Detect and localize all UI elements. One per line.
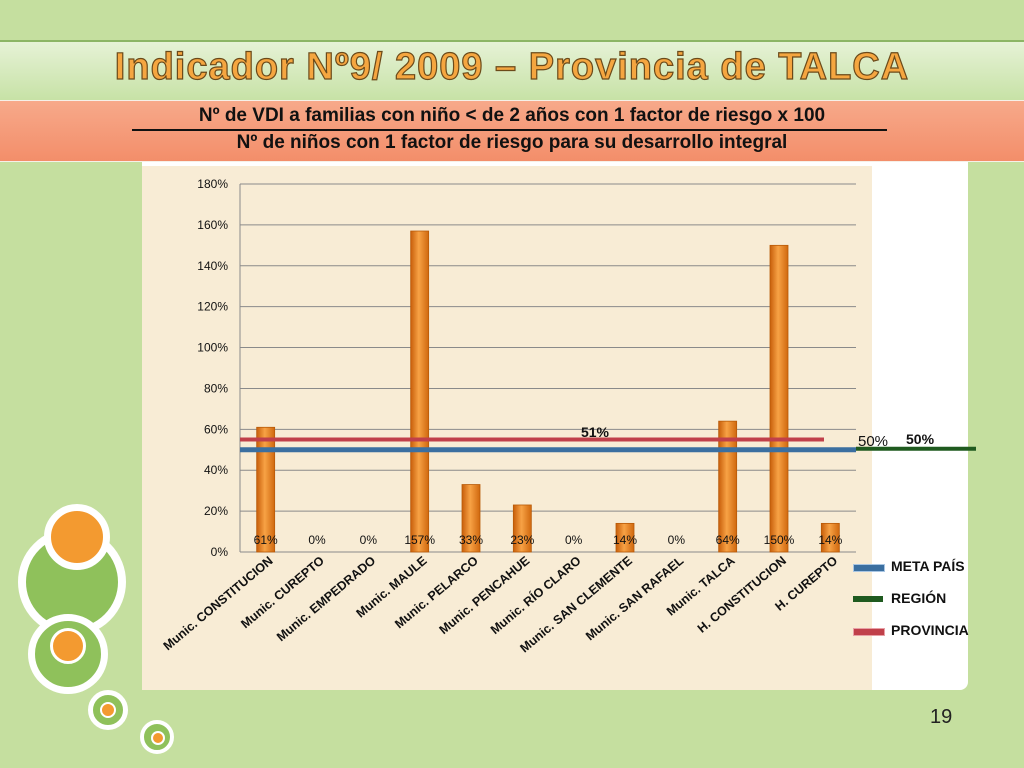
decorative-circle-orange-tiny xyxy=(151,731,165,745)
category-label: Munic. SAN RAFAEL xyxy=(583,553,686,643)
formula-numerator: Nº de VDI a familias con niño < de 2 año… xyxy=(198,105,826,126)
meta-pais-value-label: 50% xyxy=(858,433,888,450)
legend-swatch-region xyxy=(853,596,883,602)
category-label: Munic. PENCAHUE xyxy=(437,554,533,637)
bar xyxy=(718,420,738,553)
data-label: 0% xyxy=(668,533,686,547)
y-tick-label: 140% xyxy=(197,259,228,273)
data-label: 33% xyxy=(459,533,483,547)
legend-item-region: REGIÓN xyxy=(853,588,1013,610)
y-tick-label: 0% xyxy=(211,545,229,559)
data-label: 0% xyxy=(360,533,378,547)
data-label: 61% xyxy=(254,533,278,547)
data-label: 14% xyxy=(613,533,637,547)
decorative-circle-orange-top xyxy=(44,504,110,570)
y-tick-label: 160% xyxy=(197,218,228,232)
region-value-label: 50% xyxy=(906,431,935,447)
provincia-value-label: 51% xyxy=(581,424,610,440)
formula-fraction-line xyxy=(132,129,887,131)
legend-label-region: REGIÓN xyxy=(891,590,947,606)
decorative-circle-orange-small xyxy=(100,702,116,718)
data-label: 14% xyxy=(818,533,842,547)
page-number: 19 xyxy=(930,706,953,728)
data-label: 0% xyxy=(308,533,326,547)
y-tick-label: 100% xyxy=(197,341,228,355)
bar xyxy=(820,522,840,553)
y-tick-label: 40% xyxy=(204,463,228,477)
data-label: 23% xyxy=(510,533,534,547)
title-band xyxy=(0,40,1024,102)
category-label: Munic. EMPEDRADO xyxy=(274,553,378,644)
legend-item-meta-pais: META PAÍS xyxy=(853,556,1013,578)
y-tick-label: 120% xyxy=(197,300,228,314)
legend-swatch-provincia xyxy=(853,628,885,636)
legend-label-meta-pais: META PAÍS xyxy=(891,558,965,574)
y-tick-label: 20% xyxy=(204,504,228,518)
formula-band xyxy=(0,100,1024,162)
legend-swatch-meta-pais xyxy=(853,564,885,572)
legend-item-provincia: PROVINCIA xyxy=(853,620,1013,642)
data-label: 150% xyxy=(764,533,795,547)
data-label: 64% xyxy=(716,533,740,547)
y-tick-label: 80% xyxy=(204,381,228,395)
bar xyxy=(410,230,430,553)
bar xyxy=(256,426,276,553)
data-label: 0% xyxy=(565,533,583,547)
formula-denominator: Nº de niños con 1 factor de riesgo para … xyxy=(236,132,788,153)
data-label: 157% xyxy=(404,533,435,547)
bar xyxy=(615,522,635,553)
bar xyxy=(461,484,481,553)
bar xyxy=(512,504,532,553)
decorative-circle-orange-mid xyxy=(50,628,86,664)
slide-title: Indicador Nº9/ 2009 – Provincia de TALCA xyxy=(114,45,910,88)
legend-label-provincia: PROVINCIA xyxy=(891,622,969,638)
y-tick-label: 60% xyxy=(204,422,228,436)
category-label: Munic. RÍO CLARO xyxy=(487,553,584,637)
y-tick-label: 180% xyxy=(197,177,228,191)
category-label: H. CONSTITUCION xyxy=(695,554,789,636)
bar xyxy=(769,244,789,553)
